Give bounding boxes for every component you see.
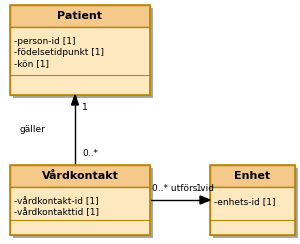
Bar <box>213 168 298 238</box>
Text: 0..* utförs vid: 0..* utförs vid <box>152 184 214 193</box>
Bar <box>13 8 153 98</box>
Text: -födelsetidpunkt [1]: -födelsetidpunkt [1] <box>14 48 104 57</box>
Bar <box>10 187 150 235</box>
Text: gäller: gäller <box>20 125 46 134</box>
Text: -enhets-id [1]: -enhets-id [1] <box>214 197 275 206</box>
Text: -vårdkontakt-id [1]: -vårdkontakt-id [1] <box>14 197 99 206</box>
Text: -kön [1]: -kön [1] <box>14 59 49 68</box>
Bar <box>13 168 153 238</box>
Text: 1: 1 <box>82 103 88 112</box>
Text: Patient: Patient <box>58 11 103 21</box>
Text: -person-id [1]: -person-id [1] <box>14 37 76 46</box>
Bar <box>10 5 150 95</box>
Bar <box>10 27 150 95</box>
Bar <box>210 165 295 187</box>
Polygon shape <box>71 95 79 105</box>
Text: Enhet: Enhet <box>234 171 271 181</box>
Bar <box>10 165 150 187</box>
Bar <box>210 187 295 235</box>
Text: -vårdkontakttid [1]: -vårdkontakttid [1] <box>14 208 99 217</box>
Bar <box>210 165 295 235</box>
Bar <box>10 165 150 235</box>
Bar <box>10 5 150 27</box>
Text: Vårdkontakt: Vårdkontakt <box>42 171 118 181</box>
Text: 1: 1 <box>196 184 202 193</box>
Text: 0..*: 0..* <box>82 149 98 158</box>
Polygon shape <box>200 196 210 204</box>
